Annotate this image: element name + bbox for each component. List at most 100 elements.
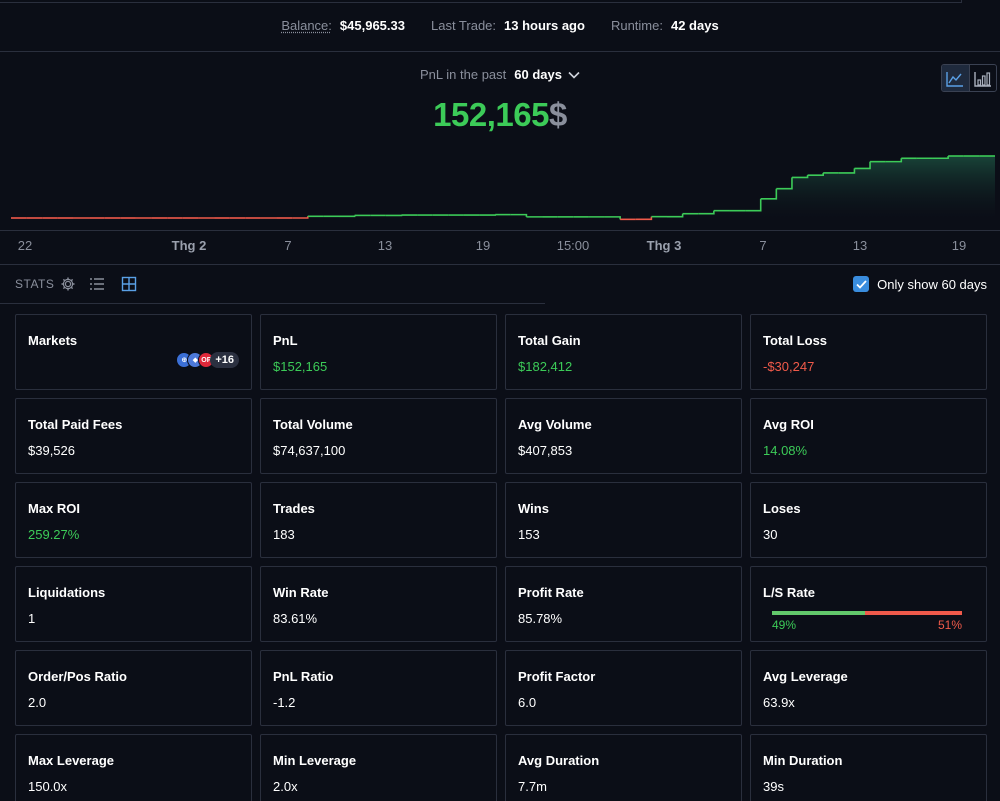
x-tick-label: 13 xyxy=(377,238,393,253)
pnl-line-segment xyxy=(604,216,621,220)
gear-icon[interactable] xyxy=(59,275,77,293)
only-show-checkbox[interactable] xyxy=(853,276,870,292)
x-tick-label: 19 xyxy=(951,238,967,253)
stat-title: Profit Factor xyxy=(518,669,596,684)
stat-card-wins: Wins 153 xyxy=(505,482,742,558)
stat-value: $74,637,100 xyxy=(273,443,346,458)
stat-value: 259.27% xyxy=(28,527,80,542)
pnl-line-segment xyxy=(635,216,653,221)
pnl-area-fill xyxy=(11,156,995,220)
stat-value: 2.0 xyxy=(28,695,47,710)
pnl-line-segment xyxy=(292,216,309,219)
stat-title: Max Leverage xyxy=(28,753,114,768)
stat-title: Profit Rate xyxy=(518,585,584,600)
balance-label[interactable]: Balance: xyxy=(281,18,332,33)
stat-card-win-rate: Win Rate 83.61% xyxy=(260,566,497,642)
last-trade: Last Trade: 13 hours ago xyxy=(431,18,585,33)
stat-title: Min Leverage xyxy=(273,753,357,768)
line-chart-button[interactable] xyxy=(942,65,969,91)
stat-card-pnl: PnL $152,165 xyxy=(260,314,497,390)
pnl-line-segment xyxy=(807,172,824,176)
stat-title: Min Duration xyxy=(763,753,843,768)
stat-title: Order/Pos Ratio xyxy=(28,669,127,684)
stat-value: -$30,247 xyxy=(763,359,815,374)
runtime-label: Runtime: xyxy=(610,18,663,33)
ls-short-pct: 51% xyxy=(937,618,962,632)
x-tick-label: 7 xyxy=(759,238,767,253)
pnl-line-segment xyxy=(667,213,684,218)
x-tick-label: 7 xyxy=(284,238,292,253)
pnl-line-segment xyxy=(776,177,793,190)
stat-title: Liquidations xyxy=(28,585,106,600)
stat-title: Total Loss xyxy=(763,333,828,348)
stat-card-loses: Loses 30 xyxy=(750,482,987,558)
pnl-line-segment xyxy=(932,156,949,160)
grid-view-icon[interactable] xyxy=(120,275,138,293)
stat-title: Loses xyxy=(763,501,801,516)
stats-label: STATS xyxy=(15,277,55,291)
stat-value: 153 xyxy=(518,527,540,542)
stat-title: Total Volume xyxy=(273,417,353,432)
account-summary: Balance: $45,965.33 Last Trade: 13 hours… xyxy=(0,0,1000,52)
stat-value: $152,165 xyxy=(273,359,328,374)
ls-rate-labels: 49% 51% xyxy=(772,618,962,632)
stat-card-order-pos-ratio: Order/Pos Ratio 2.0 xyxy=(15,650,252,726)
balance: Balance: $45,965.33 xyxy=(281,18,405,33)
stat-title: L/S Rate xyxy=(763,585,816,600)
stat-title: Avg ROI xyxy=(763,417,814,432)
x-tick-label: 19 xyxy=(475,238,491,253)
markets-icons[interactable]: ⊕ ◆ OP +16 xyxy=(176,352,239,368)
stats-toolbar: STATS xyxy=(0,272,1000,298)
pnl-line-segment xyxy=(885,158,903,163)
stat-value: 63.9x xyxy=(763,695,795,710)
stat-card-markets: Markets ⊕ ◆ OP +16 xyxy=(15,314,252,390)
stat-card-profit-rate: Profit Rate 85.78% xyxy=(505,566,742,642)
chart-type-toggle xyxy=(941,64,997,92)
stat-title: PnL xyxy=(273,333,298,348)
stat-title: Trades xyxy=(273,501,315,516)
ls-long-fill xyxy=(772,611,866,615)
stat-title: Total Paid Fees xyxy=(28,417,123,432)
stat-value: $39,526 xyxy=(28,443,75,458)
x-tick-label: 22 xyxy=(17,238,33,253)
stat-card-l-s-rate: L/S Rate 49% 51% xyxy=(750,566,987,642)
stat-value: 39s xyxy=(763,779,784,794)
list-view-icon[interactable] xyxy=(88,275,106,293)
stat-card-liquidations: Liquidations 1 xyxy=(15,566,252,642)
last-trade-value: 13 hours ago xyxy=(504,18,585,33)
stat-title: Wins xyxy=(518,501,549,516)
stat-title: PnL Ratio xyxy=(273,669,334,684)
x-tick-label: 13 xyxy=(852,238,868,253)
only-show-60-days-toggle[interactable]: Only show 60 days xyxy=(853,276,987,292)
stat-card-avg-leverage: Avg Leverage 63.9x xyxy=(750,650,987,726)
x-tick-label: 15:00 xyxy=(556,238,590,253)
pnl-line-segment xyxy=(698,210,715,215)
pnl-period-dropdown[interactable]: 60 days xyxy=(514,67,580,82)
stat-card-total-loss: Total Loss -$30,247 xyxy=(750,314,987,390)
pnl-total: 152,165$ xyxy=(0,96,1000,134)
bar-chart-icon xyxy=(974,72,991,87)
pnl-line-segment xyxy=(339,215,356,218)
pnl-line-segment xyxy=(791,175,809,179)
stat-card-total-paid-fees: Total Paid Fees $39,526 xyxy=(15,398,252,474)
stat-value: 7.7m xyxy=(518,779,547,794)
x-tick-label: Thg 3 xyxy=(646,238,682,253)
stat-card-min-leverage: Min Leverage 2.0x xyxy=(260,734,497,801)
pnl-period-label: PnL in the past xyxy=(420,67,507,82)
stat-card-pnl-ratio: PnL Ratio -1.2 xyxy=(260,650,497,726)
stat-card-total-gain: Total Gain $182,412 xyxy=(505,314,742,390)
bar-chart-button[interactable] xyxy=(968,65,996,91)
only-show-label: Only show 60 days xyxy=(877,276,987,292)
markets-more-badge: +16 xyxy=(210,352,239,368)
stat-value: 14.08% xyxy=(763,443,808,458)
pnl-chart[interactable] xyxy=(0,140,1000,235)
stat-card-max-roi: Max ROI 259.27% xyxy=(15,482,252,558)
stat-value: $407,853 xyxy=(518,443,573,458)
balance-value: $45,965.33 xyxy=(339,18,405,33)
stats-underline xyxy=(0,303,545,304)
stat-title: Win Rate xyxy=(273,585,329,600)
stat-value: 183 xyxy=(273,527,295,542)
stat-value: 150.0x xyxy=(28,779,68,794)
stat-title: Avg Duration xyxy=(518,753,600,768)
stats-grid: Markets ⊕ ◆ OP +16 PnL $152,165 Total Gain $182,… xyxy=(15,314,988,801)
